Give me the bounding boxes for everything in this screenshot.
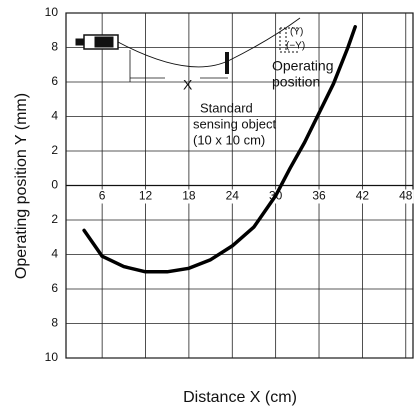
y-tick-label: 4: [51, 247, 58, 261]
x-tick-label: 24: [226, 189, 240, 203]
y-tick-label: 2: [51, 212, 58, 226]
data-line: [82, 25, 357, 274]
tick-label-bg: [94, 189, 111, 204]
y-tick-label: 8: [51, 40, 58, 54]
y-tick-label: 6: [51, 74, 58, 88]
tick-label-bg: [137, 189, 154, 204]
x-axis-label: Distance X (cm): [183, 389, 297, 406]
y-tick-label: 0: [51, 178, 58, 192]
annotation: Operating: [272, 58, 333, 74]
x-tick-label: 48: [399, 189, 413, 203]
x-tick-label: 12: [139, 189, 153, 203]
tick-label-bg: [180, 189, 197, 204]
y-axis-label: Operating position Y (mm): [13, 93, 30, 279]
grid: [66, 12, 413, 359]
x-tick-label: 36: [312, 189, 326, 203]
x-tick-label: 6: [99, 189, 106, 203]
x-tick-label: 42: [356, 189, 370, 203]
annotation: position: [272, 74, 320, 90]
y-tick-label: 8: [51, 316, 58, 330]
annotation: X: [183, 77, 193, 93]
annotation: (10 x 10 cm): [193, 132, 265, 147]
annotation: sensing object: [193, 116, 276, 131]
annotation: (−Y): [286, 41, 305, 52]
tick-label-bg: [397, 189, 414, 204]
tick-label-bg: [224, 189, 241, 204]
annotation: Standard: [200, 100, 253, 115]
y-tick-label: 6: [51, 281, 58, 295]
y-tick-label: 2: [51, 143, 58, 157]
y-tick-label: 10: [45, 350, 59, 364]
annotation: (Y): [290, 27, 303, 38]
sensor-diagram: [75, 17, 301, 82]
tick-label-bg: [311, 189, 328, 204]
y-tick-label: 10: [45, 5, 59, 19]
y-tick-label: 4: [51, 109, 58, 123]
x-tick-label: 18: [182, 189, 196, 203]
tick-label-bg: [354, 189, 371, 204]
